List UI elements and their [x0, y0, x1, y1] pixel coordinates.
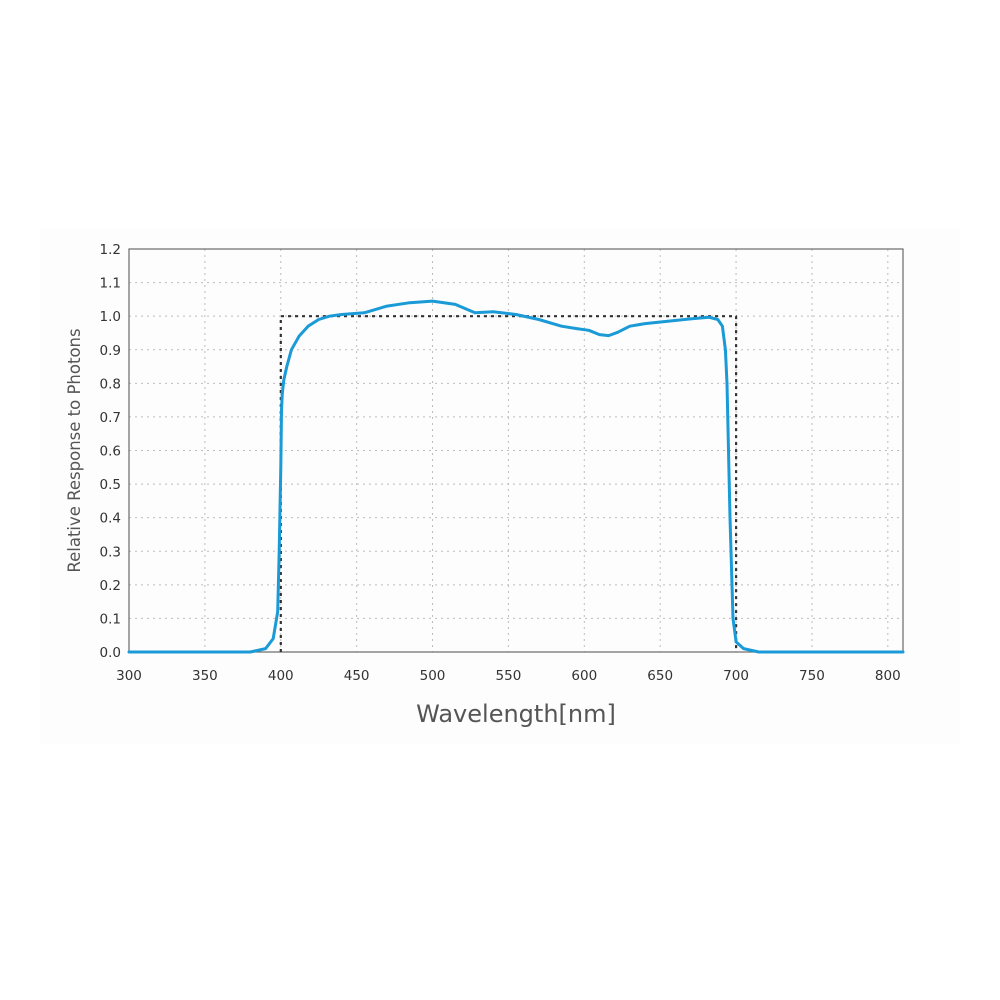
- plot-frame: [128, 248, 904, 653]
- y-tick-label: 1.2: [100, 242, 121, 258]
- y-tick-label: 0.0: [100, 645, 121, 661]
- y-axis-ticks: 0.0 0.1 0.2 0.3 0.4 0.5 0.6 0.7 0.8 0.9 1.0 1.1 1.2: [100, 242, 121, 661]
- x-tick-label: 500: [420, 668, 446, 684]
- y-tick-label: 0.6: [100, 444, 121, 460]
- y-axis-title: Relative Response to Photons: [65, 328, 84, 572]
- response-chart: 300 350 400 450 500 550 600 650 700 750 800 0.0 0.1…: [65, 242, 905, 728]
- x-tick-label: 750: [799, 668, 825, 684]
- y-tick-label: 0.5: [100, 477, 121, 493]
- x-tick-label: 600: [571, 668, 597, 684]
- response-curve-line: [127, 299, 905, 654]
- x-tick-label: 400: [268, 668, 294, 684]
- chart-panel: 300 350 400 450 500 550 600 650 700 750 800 0.0 0.1…: [40, 228, 960, 744]
- x-tick-label: 300: [116, 668, 142, 684]
- x-tick-label: 700: [723, 668, 749, 684]
- x-tick-label: 650: [647, 668, 673, 684]
- y-tick-label: 0.2: [100, 578, 121, 594]
- x-tick-label: 800: [875, 668, 901, 684]
- y-tick-label: 1.0: [100, 309, 121, 325]
- x-axis-ticks: 300 350 400 450 500 550 600 650 700 750 800: [116, 668, 901, 684]
- x-tick-label: 350: [192, 668, 218, 684]
- y-tick-label: 0.7: [100, 410, 121, 426]
- x-tick-label: 450: [344, 668, 370, 684]
- y-tick-label: 0.8: [100, 376, 121, 392]
- series-layer: [127, 299, 905, 654]
- x-tick-label: 550: [496, 668, 522, 684]
- y-tick-label: 1.1: [100, 276, 121, 292]
- grid-lines: [129, 249, 903, 652]
- y-tick-label: 0.9: [100, 343, 121, 359]
- y-tick-label: 0.4: [100, 511, 121, 527]
- x-axis-title: Wavelength[nm]: [416, 700, 616, 728]
- y-tick-label: 0.3: [100, 544, 121, 560]
- y-tick-label: 0.1: [100, 611, 121, 627]
